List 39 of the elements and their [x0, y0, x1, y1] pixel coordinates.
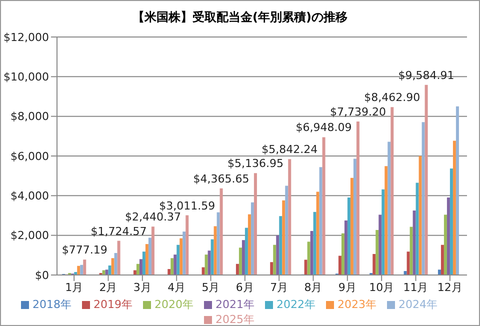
- data-label: $777.19: [62, 244, 108, 257]
- x-tick-label: 5月: [202, 280, 220, 294]
- data-label: $7,739.20: [330, 106, 386, 119]
- legend-label: 2018年: [32, 298, 72, 311]
- x-tick-label: 1月: [65, 280, 84, 294]
- data-label: $6,948.09: [296, 121, 352, 134]
- x-tick-label: 2月: [99, 280, 118, 294]
- y-tick-label: $12,000: [4, 30, 49, 44]
- legend-label: 2024年: [398, 298, 438, 311]
- x-tick-label: 6月: [236, 280, 254, 294]
- data-label: $5,842.24: [262, 143, 318, 156]
- y-tick-label: $0: [35, 268, 49, 282]
- legend-label: 2021年: [216, 298, 254, 311]
- x-tick-label: 10月: [369, 280, 394, 294]
- x-tick-label: 4月: [168, 280, 186, 294]
- y-tick-label: $8,000: [10, 110, 49, 124]
- data-label: $3,011.59: [159, 199, 216, 212]
- legend-label: 2019年: [94, 298, 132, 311]
- data-label: $5,136.95: [227, 157, 284, 170]
- data-label: $9,584.91: [398, 68, 454, 82]
- data-label: $8,462.90: [364, 91, 420, 104]
- y-tick-label: $10,000: [4, 70, 49, 84]
- data-label: $1,724.57: [90, 224, 147, 238]
- legend-label: 2023年: [338, 298, 376, 311]
- x-tick-label: 9月: [338, 280, 356, 294]
- legend-label: 2022年: [276, 298, 316, 311]
- y-tick-label: $4,000: [10, 190, 49, 203]
- x-tick-label: 8月: [304, 280, 322, 294]
- y-tick-label: $2,000: [10, 229, 49, 242]
- x-tick-label: 11月: [403, 280, 428, 294]
- x-tick-label: 7月: [270, 280, 288, 294]
- x-tick-label: 3月: [133, 280, 152, 294]
- y-tick-label: $6,000: [10, 150, 49, 163]
- legend-label: 2025年: [216, 313, 254, 326]
- data-label: $2,440.37: [124, 210, 181, 224]
- x-tick-label: 12月: [437, 280, 462, 294]
- chart-title: 【米国株】受取配当金(年別累積)の推移: [132, 9, 348, 26]
- data-label: $4,365.65: [193, 172, 250, 186]
- legend-label: 2020年: [154, 298, 194, 311]
